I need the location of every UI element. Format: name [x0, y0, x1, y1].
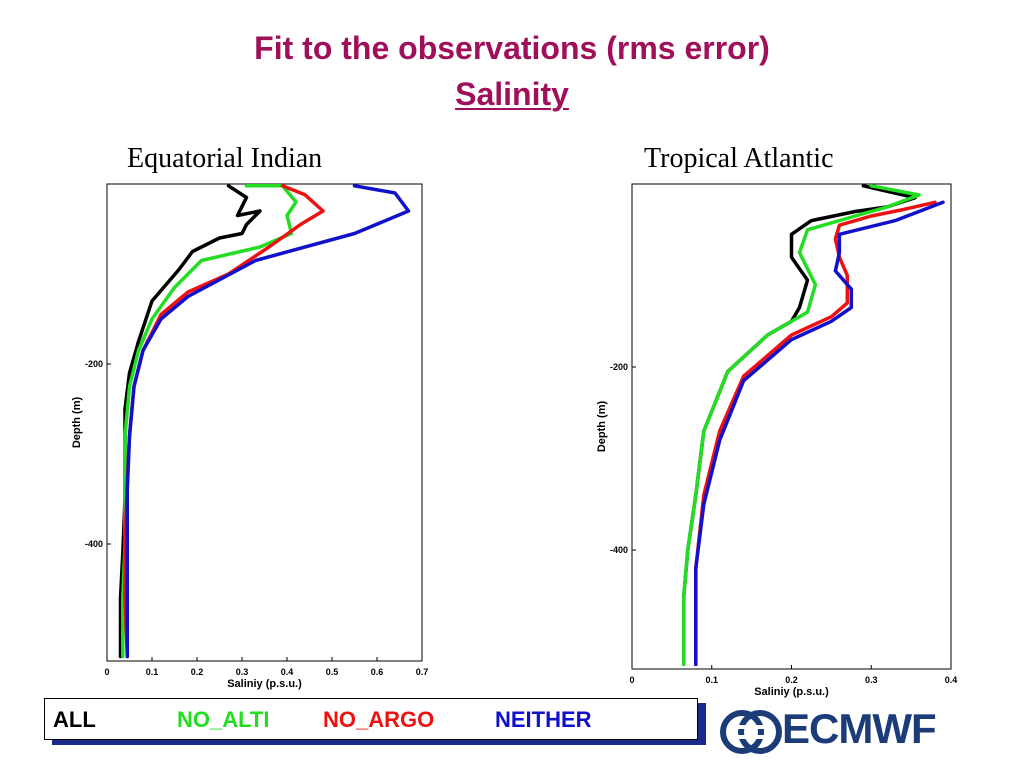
legend-item-all: ALL: [53, 707, 96, 732]
x-tick-label: 0.1: [705, 675, 718, 685]
ecmwf-logo-icon: [720, 709, 782, 754]
y-axis-label: Depth (m): [596, 401, 608, 453]
x-tick-label: 0: [104, 667, 109, 677]
series-line-all: [118, 184, 262, 659]
x-tick-label: 0.4: [945, 675, 958, 685]
y-tick-label: -400: [610, 545, 628, 555]
legend-item-no-alti: NO_ALTI: [177, 707, 270, 732]
ecmwf-logo: ECMWF: [720, 705, 937, 754]
x-tick-label: 0.3: [865, 675, 878, 685]
chart-title-equatorial-indian: Equatorial Indian: [127, 143, 323, 174]
y-tick-label: -200: [85, 359, 103, 369]
y-tick-label: -400: [85, 539, 103, 549]
y-axis-label: Depth (m): [71, 397, 83, 449]
series-line-no-alti: [682, 184, 921, 667]
y-tick-label: -200: [610, 362, 628, 372]
series-line-all: [682, 184, 917, 667]
page-title: Fit to the observations (rms error): [254, 30, 770, 66]
series-line-no-argo: [694, 200, 937, 667]
plot-frame: [106, 183, 423, 662]
x-axis-label: Saliniy (p.s.u.): [754, 686, 829, 698]
x-tick-label: 0.4: [281, 667, 294, 677]
logo-text: ECMWF: [782, 705, 937, 752]
series-line-neither: [125, 184, 411, 659]
x-tick-label: 0.5: [326, 667, 339, 677]
x-tick-label: 0: [629, 675, 634, 685]
x-tick-label: 0.2: [191, 667, 204, 677]
legend: ALL NO_ALTI NO_ARGO NEITHER: [44, 698, 698, 740]
legend-item-no-argo: NO_ARGO: [323, 707, 435, 732]
legend-item-neither: NEITHER: [495, 707, 592, 732]
x-tick-label: 0.3: [236, 667, 249, 677]
x-tick-label: 0.7: [416, 667, 429, 677]
x-tick-label: 0.1: [146, 667, 159, 677]
x-tick-label: 0.6: [371, 667, 384, 677]
chart-title-tropical-atlantic: Tropical Atlantic: [644, 143, 834, 174]
series-line-neither: [694, 200, 945, 667]
x-axis-label: Saliniy (p.s.u.): [227, 678, 302, 690]
x-tick-label: 0.2: [785, 675, 798, 685]
page-subtitle: Salinity: [455, 76, 569, 112]
